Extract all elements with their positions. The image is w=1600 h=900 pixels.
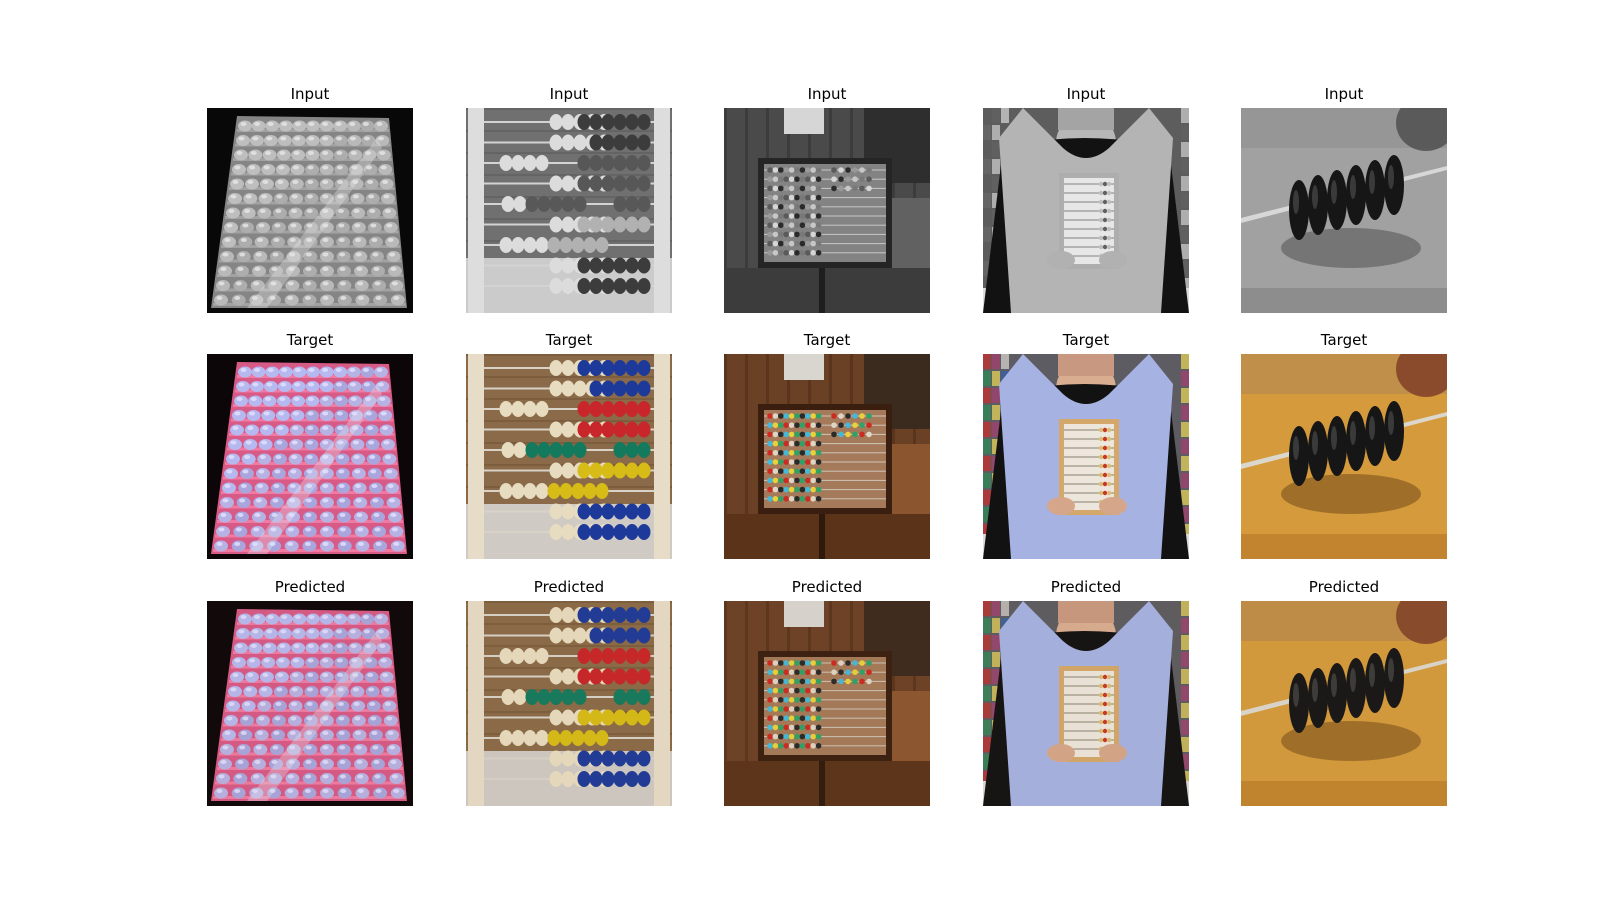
- panel-title: Target: [803, 331, 851, 349]
- panel-title: Predicted: [274, 578, 346, 596]
- abacus-bead-macro-gray-image: [1241, 108, 1447, 313]
- abacus-on-stand-predicted-image: [724, 601, 930, 806]
- woman-holding-abacus-predicted-image: [983, 601, 1189, 806]
- abacus-closeup-color-image: [466, 354, 672, 559]
- abacus-3d-render-gray-image: [207, 108, 413, 313]
- abacus-closeup-gray-image: [466, 108, 672, 313]
- panel-title: Predicted: [1050, 578, 1122, 596]
- abacus-3d-render-predicted-image: [207, 601, 413, 806]
- panel-title: Target: [1062, 331, 1110, 349]
- panel-title: Predicted: [791, 578, 863, 596]
- panel-title: Input: [1324, 85, 1364, 103]
- panel-title: Target: [1320, 331, 1368, 349]
- panel-title: Input: [1066, 85, 1106, 103]
- woman-holding-abacus-gray-image: [983, 108, 1189, 313]
- abacus-on-stand-color-image: [724, 354, 930, 559]
- panel-title: Input: [807, 85, 847, 103]
- abacus-closeup-predicted-image: [466, 601, 672, 806]
- panel-title: Target: [545, 331, 593, 349]
- panel-title: Input: [549, 85, 589, 103]
- panel-title: Predicted: [533, 578, 605, 596]
- abacus-bead-macro-predicted-image: [1241, 601, 1447, 806]
- woman-holding-abacus-color-image: [983, 354, 1189, 559]
- panel-title: Target: [286, 331, 334, 349]
- panel-title: Predicted: [1308, 578, 1380, 596]
- abacus-bead-macro-color-image: [1241, 354, 1447, 559]
- panel-title: Input: [290, 85, 330, 103]
- abacus-on-stand-gray-image: [724, 108, 930, 313]
- abacus-3d-render-color-image: [207, 354, 413, 559]
